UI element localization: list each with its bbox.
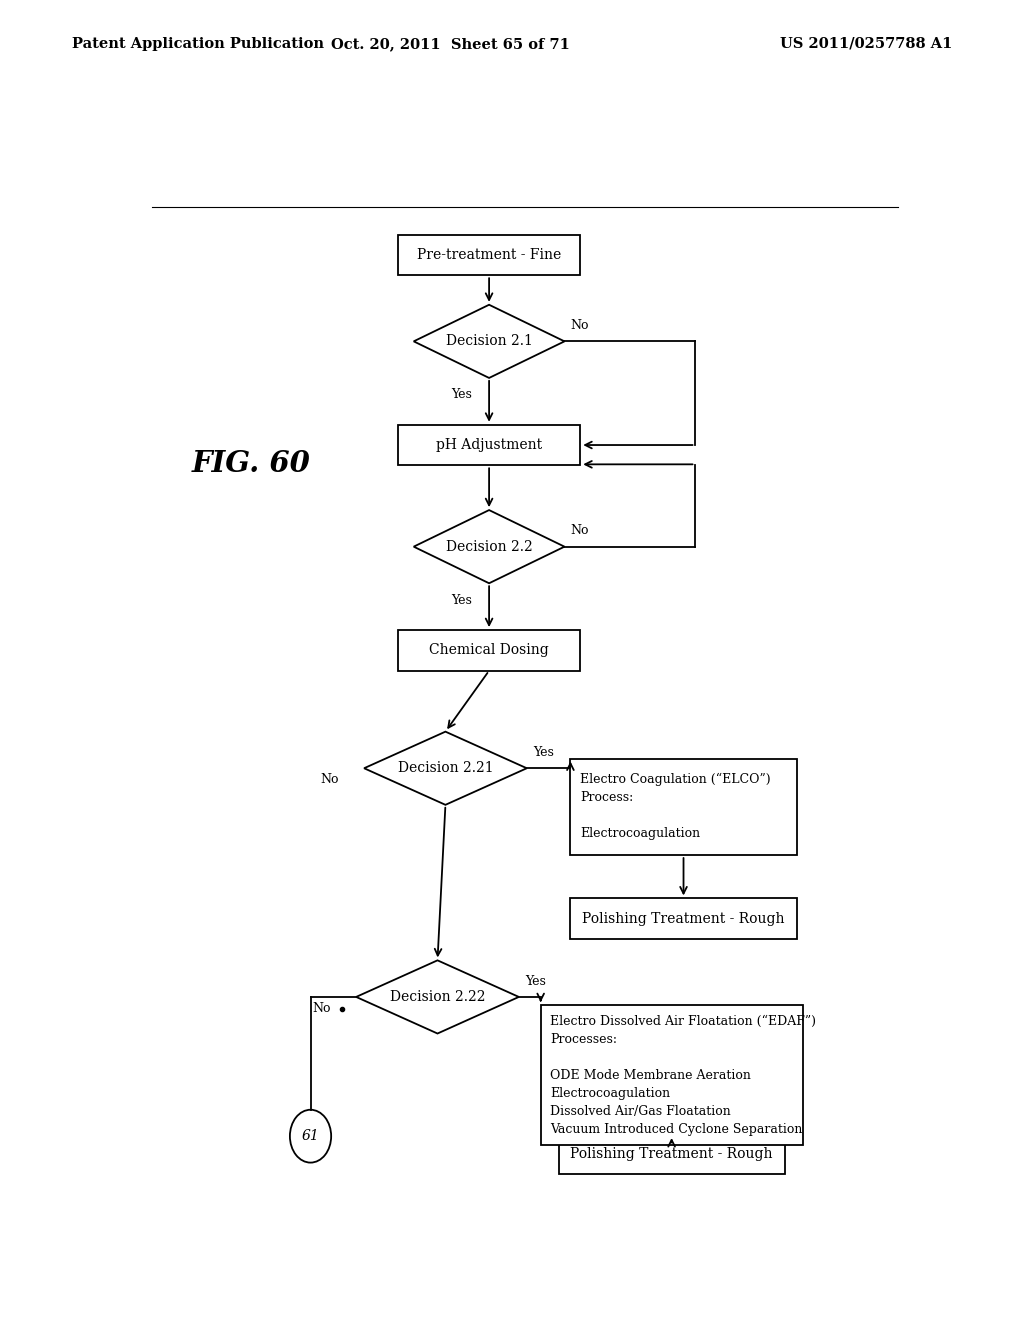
Bar — [570, 899, 797, 939]
Bar — [570, 759, 797, 855]
Bar — [558, 1135, 784, 1173]
Polygon shape — [414, 510, 564, 583]
Polygon shape — [356, 961, 519, 1034]
Text: No: No — [321, 774, 339, 787]
Text: Decision 2.1: Decision 2.1 — [445, 334, 532, 348]
Text: Yes: Yes — [451, 388, 472, 401]
Bar — [397, 425, 581, 466]
Text: Decision 2.21: Decision 2.21 — [397, 762, 494, 775]
Text: Yes: Yes — [525, 974, 546, 987]
Bar — [397, 630, 581, 671]
Bar — [541, 1005, 803, 1146]
Text: Decision 2.22: Decision 2.22 — [390, 990, 485, 1005]
Text: Electro Dissolved Air Floatation (“EDAF”)
Processes:

ODE Mode Membrane Aeration: Electro Dissolved Air Floatation (“EDAF”… — [550, 1015, 816, 1135]
Text: Patent Application Publication: Patent Application Publication — [72, 37, 324, 51]
Text: No: No — [312, 1002, 331, 1015]
Text: 61: 61 — [302, 1129, 319, 1143]
Text: Electro Coagulation (“ELCO”)
Process:

Electrocoagulation: Electro Coagulation (“ELCO”) Process: El… — [580, 774, 771, 841]
Text: pH Adjustment: pH Adjustment — [436, 438, 542, 451]
Text: Polishing Treatment - Rough: Polishing Treatment - Rough — [570, 1147, 773, 1162]
Text: US 2011/0257788 A1: US 2011/0257788 A1 — [780, 37, 952, 51]
Bar — [397, 235, 581, 276]
Text: Oct. 20, 2011  Sheet 65 of 71: Oct. 20, 2011 Sheet 65 of 71 — [331, 37, 570, 51]
Circle shape — [290, 1110, 331, 1163]
Text: Polishing Treatment - Rough: Polishing Treatment - Rough — [583, 912, 784, 925]
Text: No: No — [570, 319, 590, 333]
Polygon shape — [414, 305, 564, 378]
Text: FIG. 60: FIG. 60 — [191, 449, 310, 478]
Text: Chemical Dosing: Chemical Dosing — [429, 643, 549, 657]
Polygon shape — [365, 731, 526, 805]
Text: Yes: Yes — [534, 746, 554, 759]
Text: No: No — [570, 524, 590, 537]
Text: Yes: Yes — [451, 594, 472, 607]
Text: Pre-treatment - Fine: Pre-treatment - Fine — [417, 248, 561, 261]
Text: Decision 2.2: Decision 2.2 — [445, 540, 532, 553]
